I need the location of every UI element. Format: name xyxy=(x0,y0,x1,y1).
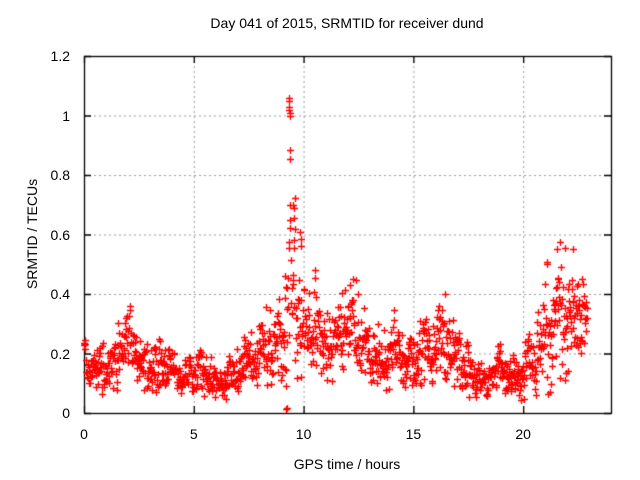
y-tick-label: 0.6 xyxy=(50,226,70,243)
y-tick-label: 0.4 xyxy=(50,286,70,302)
chart-title: Day 041 of 2015, SRMTID for receiver dun… xyxy=(210,15,484,31)
x-tick-label: 20 xyxy=(515,426,531,442)
x-axis-label: GPS time / hours xyxy=(293,456,401,472)
y-tick-label: 0.2 xyxy=(50,345,70,362)
y-tick-label: 0 xyxy=(62,405,70,421)
x-tick-label: 5 xyxy=(189,426,198,442)
x-tick-label: 0 xyxy=(80,426,88,442)
x-tick-label: 10 xyxy=(295,426,312,442)
y-tick-label: 0.8 xyxy=(50,167,70,183)
x-tick-label: 15 xyxy=(405,426,422,442)
y-tick-label: 1.2 xyxy=(50,48,70,64)
y-tick-label: 1 xyxy=(62,107,70,124)
